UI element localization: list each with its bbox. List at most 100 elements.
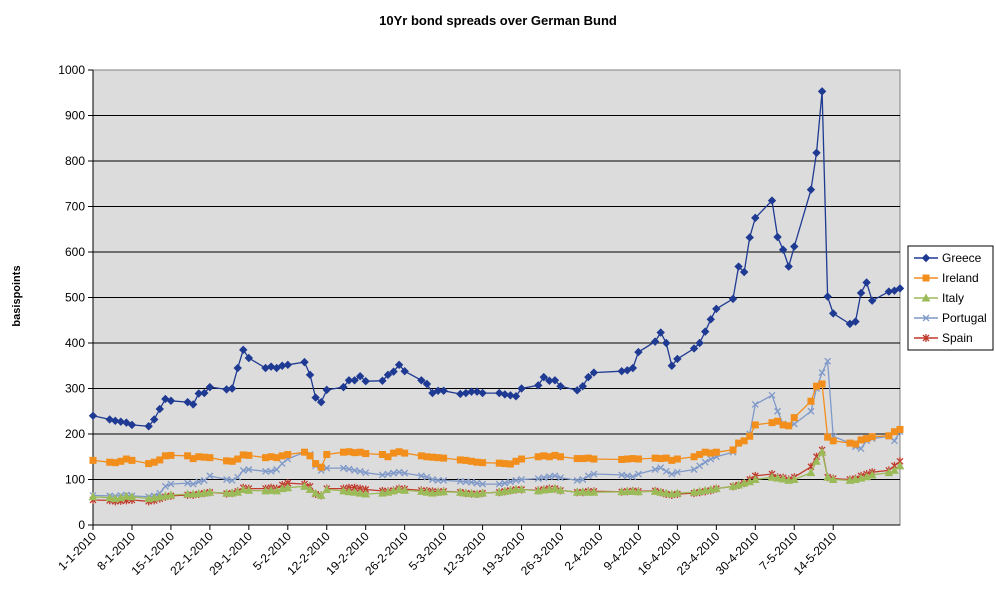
- point-portugal: [540, 474, 548, 482]
- x-tick-label: 26-2-2010: [362, 529, 411, 578]
- point-italy: [823, 472, 832, 481]
- point-ireland: [885, 432, 893, 440]
- point-greece: [200, 388, 209, 398]
- point-greece: [239, 345, 248, 355]
- point-portugal: [634, 470, 642, 478]
- point-italy: [188, 489, 198, 498]
- point-ireland: [234, 455, 242, 463]
- point-greece: [283, 360, 293, 370]
- point-portugal: [584, 472, 592, 480]
- point-portugal: [506, 478, 514, 486]
- legend-item-portugal: Portugal: [914, 311, 987, 325]
- point-italy: [712, 484, 721, 493]
- point-greece: [550, 376, 560, 385]
- point-greece: [695, 338, 704, 348]
- point-portugal: [707, 455, 715, 463]
- point-greece: [851, 317, 860, 326]
- point-portugal: [267, 467, 275, 475]
- legend-marker-portugal: [922, 314, 930, 322]
- point-portugal: [890, 437, 898, 445]
- point-ireland: [673, 455, 681, 463]
- point-italy: [266, 485, 276, 494]
- point-portugal: [545, 473, 553, 481]
- point-portugal: [662, 467, 670, 475]
- point-portugal: [751, 400, 759, 408]
- point-greece: [233, 363, 242, 373]
- point-greece: [478, 388, 487, 398]
- point-greece: [845, 319, 855, 329]
- point-italy: [316, 490, 326, 499]
- point-portugal: [161, 482, 169, 490]
- point-italy: [233, 487, 243, 496]
- point-portugal: [245, 466, 253, 473]
- point-portugal: [189, 480, 197, 488]
- point-ireland: [284, 450, 292, 458]
- point-italy: [661, 488, 671, 497]
- point-italy: [311, 488, 320, 497]
- point-italy: [817, 447, 827, 456]
- point-italy: [361, 489, 371, 498]
- point-ireland: [751, 421, 759, 429]
- point-ireland: [245, 451, 253, 459]
- point-italy: [227, 488, 237, 497]
- point-portugal: [701, 458, 709, 466]
- point-italy: [828, 474, 838, 483]
- y-tick-label: 400: [65, 336, 85, 350]
- point-greece: [394, 360, 404, 370]
- point-italy: [183, 489, 192, 498]
- point-portugal: [518, 476, 526, 483]
- point-italy: [884, 468, 894, 477]
- point-portugal: [390, 469, 397, 477]
- point-greece: [895, 284, 905, 293]
- series-italy: [88, 447, 905, 503]
- point-greece: [272, 363, 281, 373]
- point-italy: [778, 474, 788, 483]
- point-italy: [767, 472, 777, 481]
- point-ireland: [167, 451, 175, 459]
- point-portugal: [673, 468, 681, 476]
- point-italy: [433, 487, 443, 496]
- point-italy: [105, 493, 115, 502]
- point-italy: [545, 484, 554, 494]
- point-italy: [500, 486, 510, 495]
- point-ireland: [851, 440, 859, 448]
- point-greece: [667, 361, 677, 370]
- point-ireland: [479, 459, 487, 467]
- point-greece: [817, 87, 827, 96]
- legend-label-greece: Greece: [942, 251, 982, 265]
- series-greece: [88, 87, 905, 431]
- point-ireland: [824, 433, 832, 441]
- point-italy: [628, 486, 638, 495]
- point-greece: [116, 417, 126, 426]
- point-portugal: [200, 476, 208, 484]
- point-italy: [272, 486, 281, 495]
- point-greece: [350, 376, 359, 385]
- point-greece: [322, 385, 331, 395]
- point-portugal: [384, 470, 392, 478]
- point-greece: [829, 309, 838, 318]
- point-portugal: [690, 466, 698, 473]
- point-italy: [194, 489, 204, 498]
- point-ireland: [300, 448, 308, 456]
- point-greece: [767, 196, 777, 205]
- point-portugal: [473, 479, 481, 487]
- point-italy: [322, 484, 332, 494]
- point-portugal: [195, 478, 203, 486]
- point-portugal: [590, 470, 598, 478]
- point-ireland: [312, 460, 320, 468]
- point-greece: [689, 344, 699, 353]
- legend-marker-greece: [921, 253, 931, 263]
- point-portugal: [395, 468, 403, 476]
- x-tick-label: 29-1-2010: [206, 529, 255, 578]
- point-greece: [739, 267, 749, 277]
- point-portugal: [351, 466, 359, 474]
- point-greece: [433, 386, 443, 395]
- point-greece: [127, 420, 137, 430]
- point-italy: [394, 484, 404, 494]
- point-portugal: [223, 476, 231, 483]
- point-greece: [662, 338, 671, 348]
- point-greece: [634, 347, 643, 357]
- point-greece: [650, 337, 660, 346]
- y-tick-label: 900: [65, 109, 85, 123]
- point-ireland: [306, 452, 314, 460]
